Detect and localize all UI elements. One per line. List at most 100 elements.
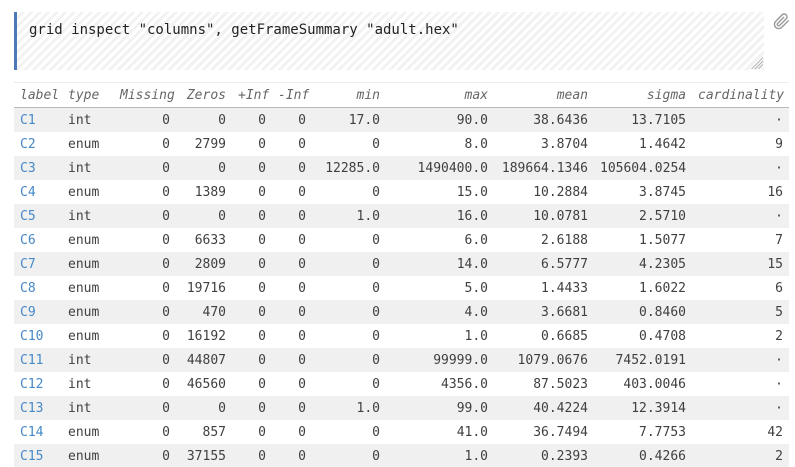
- value-cell: 0: [272, 396, 312, 420]
- table-header-row: label type Missing Zeros +Inf -Inf min max mean s…: [14, 82, 789, 108]
- frame-summary-table: label type Missing Zeros +Inf -Inf min max mean s…: [14, 82, 789, 467]
- value-cell: 5.0: [464, 280, 488, 296]
- column-label-link[interactable]: C11: [20, 352, 44, 368]
- value-cell: 9: [775, 136, 783, 152]
- value-cell: 0: [232, 396, 272, 420]
- value-cell: 0: [114, 348, 176, 372]
- value-cell: ·: [692, 396, 789, 420]
- value-cell: 87.5023: [533, 376, 588, 392]
- label-cell: C1: [14, 107, 62, 132]
- table-body: C1 int 0 0 0 0 17.0 90.0 38.6436 13.7105 · C2 enum 0 2…: [14, 107, 789, 467]
- value-cell: 0: [258, 184, 266, 200]
- value-cell: 3.8704: [541, 136, 588, 152]
- column-label-link[interactable]: C12: [20, 376, 44, 392]
- column-header-mean: mean: [494, 82, 594, 108]
- column-label-link[interactable]: C8: [20, 280, 36, 296]
- value-cell: 0: [372, 232, 380, 248]
- value-cell: 10.0781: [494, 204, 594, 228]
- value-cell: 90.0: [386, 107, 494, 132]
- value-cell: 2809: [176, 252, 232, 276]
- label-cell: C15: [14, 444, 62, 467]
- value-cell: 0: [298, 232, 306, 248]
- column-label-link[interactable]: C15: [20, 448, 44, 464]
- table-row: C13 int 0 0 0 0 1.0 99.0 40.4224 12.3914 ·: [14, 396, 789, 420]
- value-cell: 0: [258, 280, 266, 296]
- value-cell: 37155: [176, 444, 232, 467]
- value-cell: 1490400.0: [386, 156, 494, 180]
- column-label-link[interactable]: C5: [20, 208, 36, 224]
- value-cell: 6633: [194, 232, 226, 248]
- value-cell: 0: [372, 328, 380, 344]
- label-cell: C9: [14, 300, 62, 324]
- value-cell: 0: [372, 136, 380, 152]
- value-cell: 470: [176, 300, 232, 324]
- column-label-link[interactable]: C2: [20, 136, 36, 152]
- column-label-link[interactable]: C14: [20, 424, 44, 440]
- table-row: C7 enum 0 2809 0 0 0 14.0 6.5777 4.2305 15: [14, 252, 789, 276]
- value-cell: ·: [692, 107, 789, 132]
- value-cell: 1.0: [312, 396, 386, 420]
- value-cell: 7: [775, 232, 783, 248]
- flow-cell: grid inspect "columns", getFrameSummary …: [14, 12, 790, 70]
- value-cell: 0: [232, 204, 272, 228]
- column-header-sigma: sigma: [594, 82, 692, 108]
- command-input[interactable]: grid inspect "columns", getFrameSummary …: [17, 12, 764, 70]
- value-cell: 99.0: [386, 396, 494, 420]
- value-cell: 15.0: [456, 184, 488, 200]
- value-cell: 0: [114, 107, 176, 132]
- column-label-link[interactable]: C9: [20, 304, 36, 320]
- value-cell: 0: [114, 300, 176, 324]
- table-row: C4 enum 0 1389 0 0 0 15.0 10.2884 3.8745 16: [14, 180, 789, 204]
- column-header-missing: Missing: [114, 82, 176, 108]
- value-cell: 0: [272, 348, 312, 372]
- table-row: C9 enum 0 470 0 0 0 4.0 3.6681 0.8460 5: [14, 300, 789, 324]
- column-label-link[interactable]: C6: [20, 232, 36, 248]
- table-row: C11 int 0 44807 0 0 0 99999.0 1079.0676 7452.0191…: [14, 348, 789, 372]
- column-label-link[interactable]: C1: [20, 112, 36, 128]
- column-label-link[interactable]: C10: [20, 328, 44, 344]
- value-cell: 0: [312, 252, 386, 276]
- value-cell: 6.5777: [494, 252, 594, 276]
- column-label-link[interactable]: C13: [20, 400, 44, 416]
- column-header-min: min: [312, 82, 386, 108]
- value-cell: 0: [272, 300, 312, 324]
- value-cell: 1.6022: [639, 280, 686, 296]
- label-cell: C11: [14, 348, 62, 372]
- value-cell: enum: [68, 328, 100, 344]
- value-cell: 38.6436: [494, 107, 594, 132]
- value-cell: 0: [298, 424, 306, 440]
- label-cell: C2: [14, 132, 62, 156]
- value-cell: 2.5710: [594, 204, 692, 228]
- value-cell: enum: [68, 280, 100, 296]
- value-cell: 0: [272, 204, 312, 228]
- value-cell: 0: [258, 328, 266, 344]
- value-cell: 1.0: [386, 444, 494, 467]
- column-header-cardinality: cardinality: [692, 82, 789, 108]
- value-cell: 0: [232, 300, 272, 324]
- value-cell: 99999.0: [386, 348, 494, 372]
- value-cell: 0: [258, 376, 266, 392]
- value-cell: 0: [298, 328, 306, 344]
- column-label-link[interactable]: C3: [20, 160, 36, 176]
- column-label-link[interactable]: C7: [20, 256, 36, 272]
- value-cell: enum: [62, 300, 114, 324]
- value-cell: 857: [202, 424, 226, 440]
- value-cell: 12285.0: [312, 156, 386, 180]
- value-cell: 6.0: [464, 232, 488, 248]
- column-header-max: max: [386, 82, 494, 108]
- table-row: C10 enum 0 16192 0 0 0 1.0 0.6685 0.4708 2: [14, 324, 789, 348]
- value-cell: 0: [272, 107, 312, 132]
- value-cell: 403.0046: [623, 376, 686, 392]
- cell-accent-bar: [14, 12, 17, 70]
- column-header-label: label: [14, 82, 62, 108]
- value-cell: int: [68, 376, 92, 392]
- paperclip-icon: [773, 13, 790, 30]
- resize-grip-icon[interactable]: [750, 56, 763, 69]
- value-cell: 2: [775, 328, 783, 344]
- value-cell: 40.4224: [494, 396, 594, 420]
- value-cell: 0: [114, 252, 176, 276]
- table-row: C2 enum 0 2799 0 0 0 8.0 3.8704 1.4642 9: [14, 132, 789, 156]
- value-cell: 0: [258, 232, 266, 248]
- value-cell: 16.0: [386, 204, 494, 228]
- column-label-link[interactable]: C4: [20, 184, 36, 200]
